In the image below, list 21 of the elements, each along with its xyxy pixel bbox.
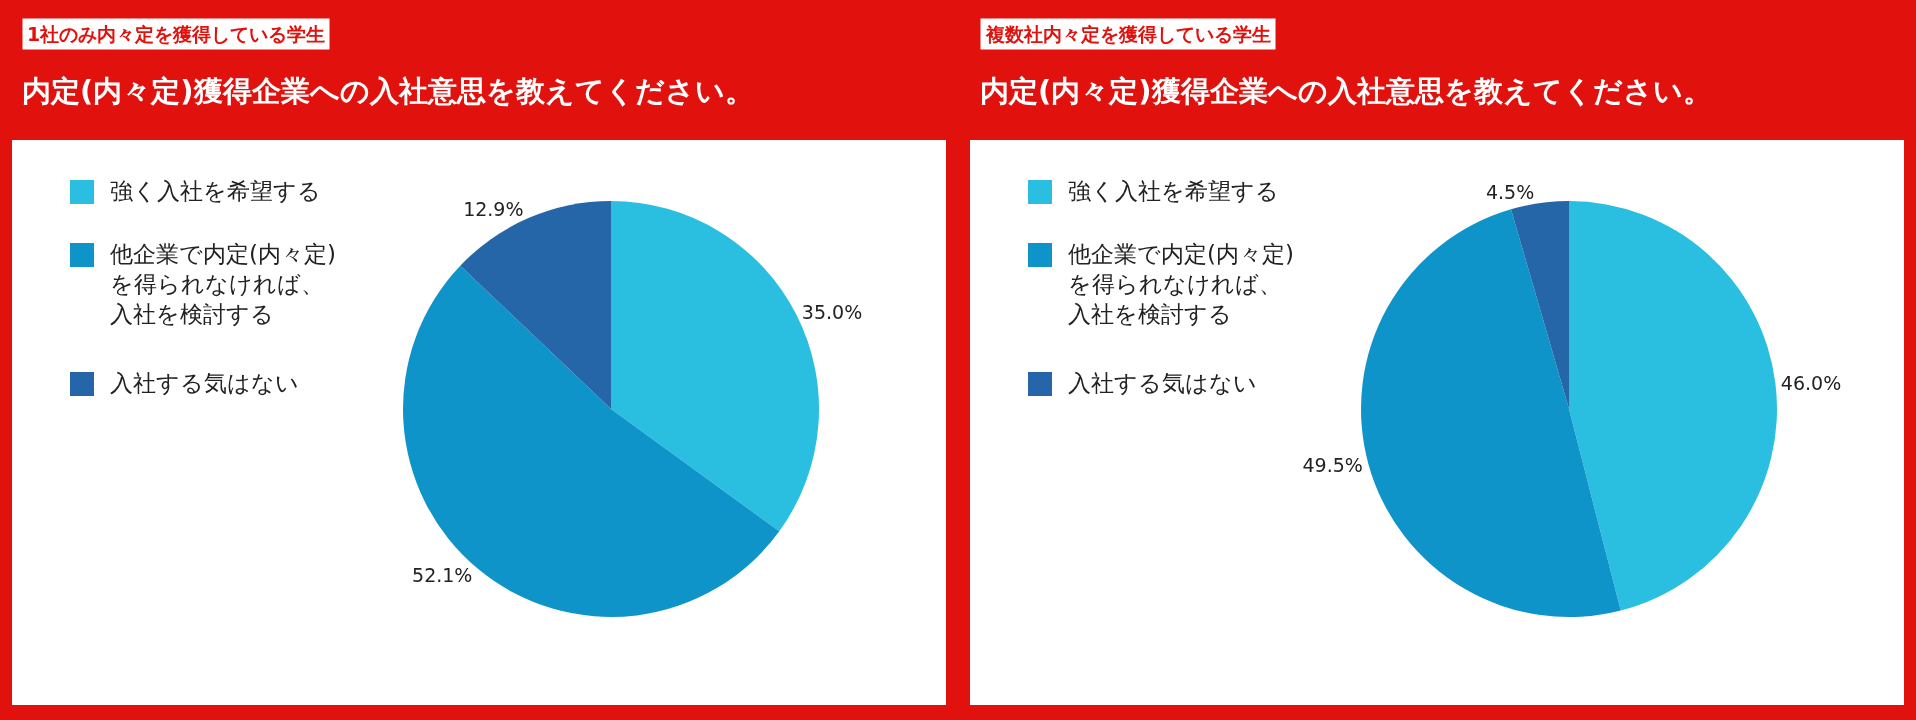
pie-slice: [460, 201, 611, 409]
chart-title: 内定(内々定)獲得企業への入社意思を教えてください。: [980, 74, 1712, 108]
legend-label: 他企業で内定(内々定)を得られなければ、入社を検討する: [1068, 241, 1294, 327]
legend-label: 強く入社を希望する: [1068, 178, 1279, 204]
pie-slice: [1510, 201, 1569, 409]
data-label: 46.0%: [1780, 371, 1842, 394]
pie-slice: [403, 265, 780, 617]
pie-slice: [1569, 201, 1777, 611]
legend-label: 入社する気はない: [110, 370, 299, 396]
data-label: 52.1%: [412, 564, 473, 587]
chart-subtitle: 1社のみ内々定を獲得している学生: [27, 23, 326, 45]
legend-label: 入社する気はない: [1068, 370, 1257, 396]
chart-subtitle: 複数社内々定を獲得している学生: [985, 23, 1271, 45]
data-label: 4.5%: [1485, 181, 1535, 204]
data-label: 35.0%: [801, 301, 863, 324]
chart-title: 内定(内々定)獲得企業への入社意思を教えてください。: [22, 74, 754, 108]
legend-label: 他企業で内定(内々定)を得られなければ、入社を検討する: [110, 241, 336, 327]
data-label: 12.9%: [463, 197, 524, 220]
legend-label: 強く入社を希望する: [110, 178, 321, 204]
data-label: 49.5%: [1302, 453, 1363, 476]
pie-slice: [1361, 209, 1621, 617]
